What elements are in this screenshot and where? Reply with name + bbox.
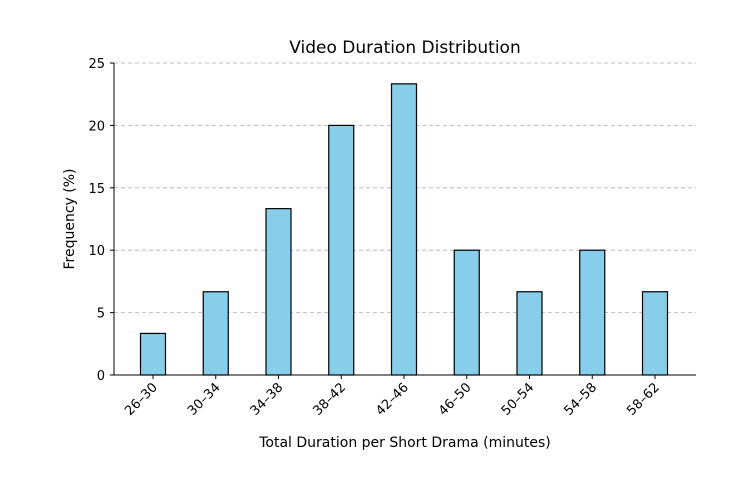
bar-38–42 — [328, 124, 355, 376]
x-tick-label: 42–46 — [373, 380, 412, 419]
chart-title: Video Duration Distribution — [289, 38, 520, 58]
x-tick-label: 30–34 — [185, 380, 224, 419]
bar-58–62 — [641, 291, 669, 376]
bar-26–30 — [139, 332, 167, 376]
bar-30–34 — [202, 291, 229, 376]
x-ticks: 26–30 30–34 34–38 38–42 42–46 46–50 50–54 54–58… — [122, 375, 663, 419]
x-tick-label: 34–38 — [248, 380, 287, 419]
axes — [113, 63, 696, 376]
bar-34–38 — [265, 208, 292, 376]
x-tick-label: 46–50 — [436, 380, 475, 419]
y-tick-label: 10 — [88, 244, 105, 259]
y-ticks: 0 5 10 15 20 25 — [88, 57, 114, 384]
x-tick-label: 54–58 — [561, 380, 600, 419]
y-tick-label: 25 — [88, 57, 105, 72]
y-tick-label: 20 — [88, 119, 105, 134]
x-tick-label: 58–62 — [624, 380, 663, 419]
x-tick-label: 38–42 — [310, 380, 349, 419]
bar-50–54 — [516, 291, 543, 376]
y-axis-label: Frequency (%) — [62, 168, 78, 269]
x-axis-label: Total Duration per Short Drama (minutes) — [258, 435, 551, 451]
bar-54–58 — [579, 249, 606, 376]
x-tick-label: 50–54 — [499, 380, 538, 419]
bar-42–46 — [390, 83, 418, 376]
bars — [139, 83, 669, 376]
y-tick-label: 5 — [97, 307, 105, 322]
y-tick-label: 0 — [97, 369, 105, 384]
y-tick-label: 15 — [88, 182, 105, 197]
bar-46–50 — [453, 249, 480, 376]
x-tick-label: 26–30 — [122, 380, 161, 419]
